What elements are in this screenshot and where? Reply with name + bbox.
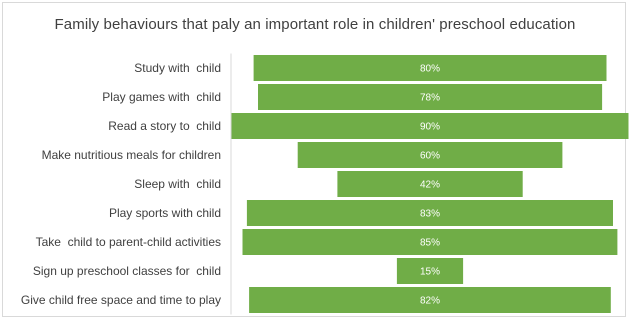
data-label: 78% [420,93,440,104]
category-label: Read a story to child [108,119,221,133]
category-label: Play games with child [102,90,221,104]
bar [231,113,629,139]
data-label: 15% [420,267,440,278]
bar [337,171,523,197]
category-label: Make nutritious meals for children [42,148,221,162]
chart-title: Family behaviours that paly an important… [54,16,576,33]
category-label: Sleep with child [134,177,221,191]
category-label: Sign up preschool classes for child [33,264,221,278]
category-label: Take child to parent-child activities [36,235,221,249]
bar [249,287,611,313]
data-label: 80% [420,64,440,75]
data-label: 60% [420,151,440,162]
category-label: Study with child [134,61,221,75]
data-label: 83% [420,209,440,220]
bar [253,55,607,81]
data-label: 90% [420,122,440,133]
category-label: Give child free space and time to play [21,293,221,307]
bar [297,142,563,168]
category-label: Play sports with child [109,206,221,220]
data-label: 85% [420,238,440,249]
bar [258,84,603,110]
bar [396,258,464,284]
data-label: 82% [420,296,440,307]
bar [246,200,613,226]
bar [242,229,618,255]
data-label: 42% [420,180,440,191]
